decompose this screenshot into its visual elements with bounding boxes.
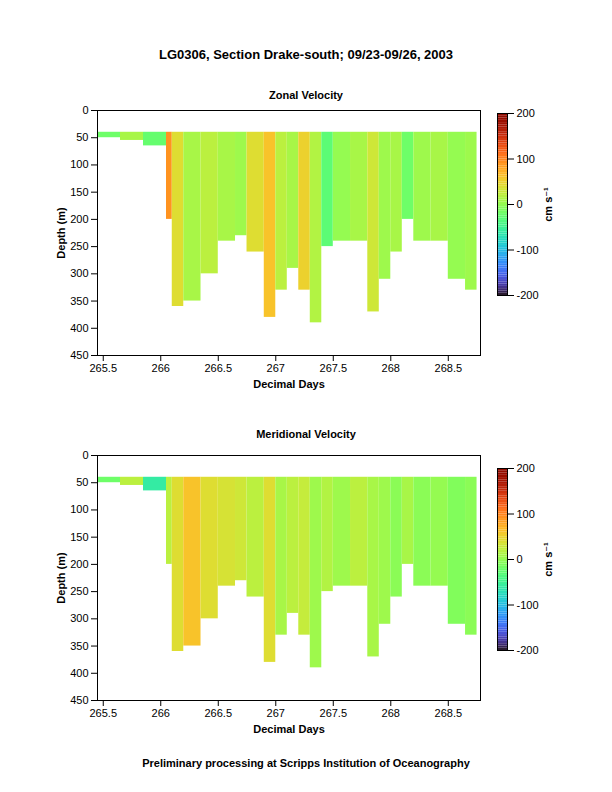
svg-text:Decimal Days: Decimal Days [253, 378, 325, 390]
svg-text:150: 150 [70, 186, 88, 198]
svg-text:268: 268 [382, 362, 400, 374]
svg-text:300: 300 [70, 267, 88, 279]
svg-text:200: 200 [70, 213, 88, 225]
svg-text:cm s⁻¹: cm s⁻¹ [542, 187, 554, 222]
svg-text:268.5: 268.5 [435, 362, 463, 374]
svg-text:400: 400 [70, 322, 88, 334]
svg-text:450: 450 [70, 349, 88, 361]
svg-text:Depth (m): Depth (m) [55, 207, 67, 259]
svg-text:150: 150 [70, 531, 88, 543]
svg-text:267: 267 [267, 362, 285, 374]
svg-text:200: 200 [70, 558, 88, 570]
svg-text:-200: -200 [517, 289, 539, 301]
svg-text:Depth (m): Depth (m) [55, 552, 67, 604]
svg-text:266: 266 [152, 362, 170, 374]
svg-text:100: 100 [70, 503, 88, 515]
svg-text:200: 200 [517, 462, 535, 474]
svg-text:-100: -100 [517, 244, 539, 256]
svg-text:266: 266 [152, 707, 170, 719]
svg-text:265.5: 265.5 [89, 707, 117, 719]
svg-text:50: 50 [76, 476, 88, 488]
svg-text:450: 450 [70, 694, 88, 706]
svg-text:100: 100 [517, 508, 535, 520]
svg-text:266.5: 266.5 [205, 707, 233, 719]
svg-text:267.5: 267.5 [320, 707, 348, 719]
svg-text:0: 0 [82, 449, 88, 461]
svg-text:200: 200 [517, 107, 535, 119]
svg-text:cm s⁻¹: cm s⁻¹ [542, 542, 554, 577]
svg-text:268: 268 [382, 707, 400, 719]
html-text:Meridional Velocity: Meridional Velocity [256, 428, 356, 440]
html-text:Preliminary processing at Scri: Preliminary processing at Scripps Instit… [142, 757, 470, 769]
svg-text:350: 350 [70, 640, 88, 652]
html-text:LG0306, Section Drake-south; 0: LG0306, Section Drake-south; 09/23-09/26… [159, 47, 453, 62]
svg-text:0: 0 [517, 198, 523, 210]
svg-text:100: 100 [517, 153, 535, 165]
svg-text:250: 250 [70, 240, 88, 252]
svg-text:-200: -200 [517, 644, 539, 656]
svg-text:350: 350 [70, 295, 88, 307]
svg-text:100: 100 [70, 158, 88, 170]
svg-text:267.5: 267.5 [320, 362, 348, 374]
svg-text:267: 267 [267, 707, 285, 719]
svg-text:Decimal Days: Decimal Days [253, 723, 325, 735]
svg-text:268.5: 268.5 [435, 707, 463, 719]
svg-text:0: 0 [517, 553, 523, 565]
svg-text:50: 50 [76, 131, 88, 143]
svg-text:250: 250 [70, 585, 88, 597]
svg-text:400: 400 [70, 667, 88, 679]
svg-text:300: 300 [70, 612, 88, 624]
svg-text:-100: -100 [517, 599, 539, 611]
svg-text:266.5: 266.5 [205, 362, 233, 374]
html-text:Zonal Velocity: Zonal Velocity [269, 89, 343, 101]
svg-text:265.5: 265.5 [89, 362, 117, 374]
svg-text:0: 0 [82, 104, 88, 116]
